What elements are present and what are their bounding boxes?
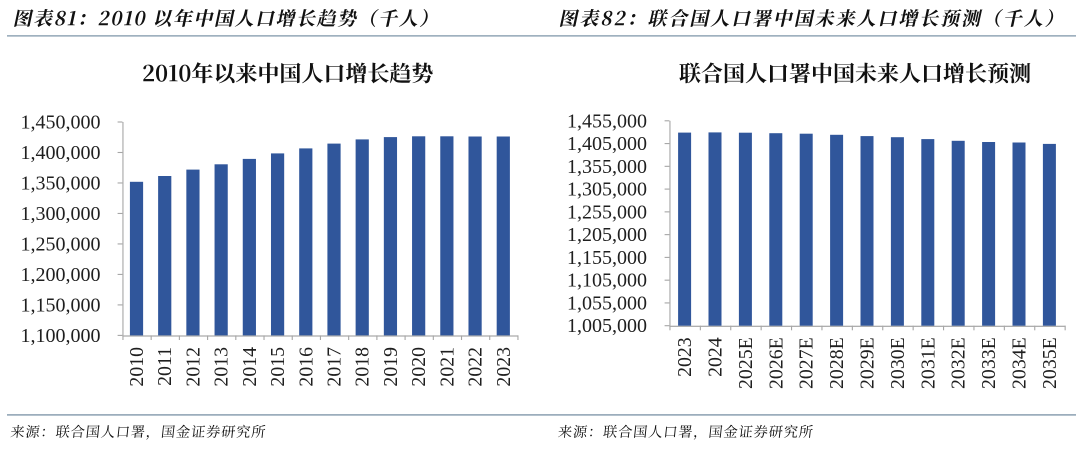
- svg-text:2017: 2017: [324, 347, 346, 387]
- svg-text:1,300,000: 1,300,000: [21, 203, 101, 225]
- svg-text:1,255,000: 1,255,000: [567, 201, 647, 223]
- svg-text:1,455,000: 1,455,000: [567, 110, 647, 132]
- svg-text:2020: 2020: [408, 347, 430, 387]
- svg-text:1,405,000: 1,405,000: [567, 133, 647, 155]
- svg-text:2034E: 2034E: [1009, 337, 1031, 389]
- svg-text:1,150,000: 1,150,000: [21, 294, 101, 316]
- svg-text:1,105,000: 1,105,000: [567, 270, 647, 292]
- svg-text:2027E: 2027E: [796, 337, 818, 389]
- svg-text:2021: 2021: [436, 347, 458, 387]
- svg-text:2010: 2010: [126, 347, 148, 387]
- svg-text:2023: 2023: [493, 347, 515, 387]
- svg-text:2019: 2019: [380, 347, 402, 387]
- svg-text:2033E: 2033E: [978, 337, 1000, 389]
- svg-text:2016: 2016: [295, 347, 317, 387]
- svg-text:2026E: 2026E: [765, 337, 787, 389]
- svg-text:1,055,000: 1,055,000: [567, 292, 647, 314]
- svg-text:2023: 2023: [674, 337, 696, 377]
- svg-text:1,450,000: 1,450,000: [21, 112, 101, 134]
- svg-text:2013: 2013: [211, 347, 233, 387]
- svg-text:1,350,000: 1,350,000: [21, 173, 101, 195]
- svg-text:2030E: 2030E: [887, 337, 909, 389]
- svg-text:1,200,000: 1,200,000: [21, 264, 101, 286]
- svg-text:2035E: 2035E: [1039, 337, 1061, 389]
- svg-text:2024: 2024: [705, 337, 727, 377]
- svg-text:2011: 2011: [154, 347, 176, 386]
- svg-text:1,305,000: 1,305,000: [567, 179, 647, 201]
- svg-text:2025E: 2025E: [735, 337, 757, 389]
- svg-text:2022: 2022: [465, 347, 487, 387]
- svg-text:1,400,000: 1,400,000: [21, 142, 101, 164]
- svg-text:1,100,000: 1,100,000: [21, 325, 101, 347]
- svg-text:2015: 2015: [267, 347, 289, 387]
- svg-text:1,205,000: 1,205,000: [567, 224, 647, 246]
- svg-text:2014: 2014: [239, 347, 261, 387]
- svg-text:2029E: 2029E: [857, 337, 879, 389]
- svg-text:2031E: 2031E: [917, 337, 939, 389]
- svg-text:1,250,000: 1,250,000: [21, 233, 101, 255]
- svg-text:1,155,000: 1,155,000: [567, 247, 647, 269]
- svg-text:2032E: 2032E: [948, 337, 970, 389]
- svg-text:2012: 2012: [182, 347, 204, 387]
- svg-text:1,005,000: 1,005,000: [567, 315, 647, 337]
- svg-text:1,355,000: 1,355,000: [567, 156, 647, 178]
- svg-text:2028E: 2028E: [826, 337, 848, 389]
- svg-text:2018: 2018: [352, 347, 374, 387]
